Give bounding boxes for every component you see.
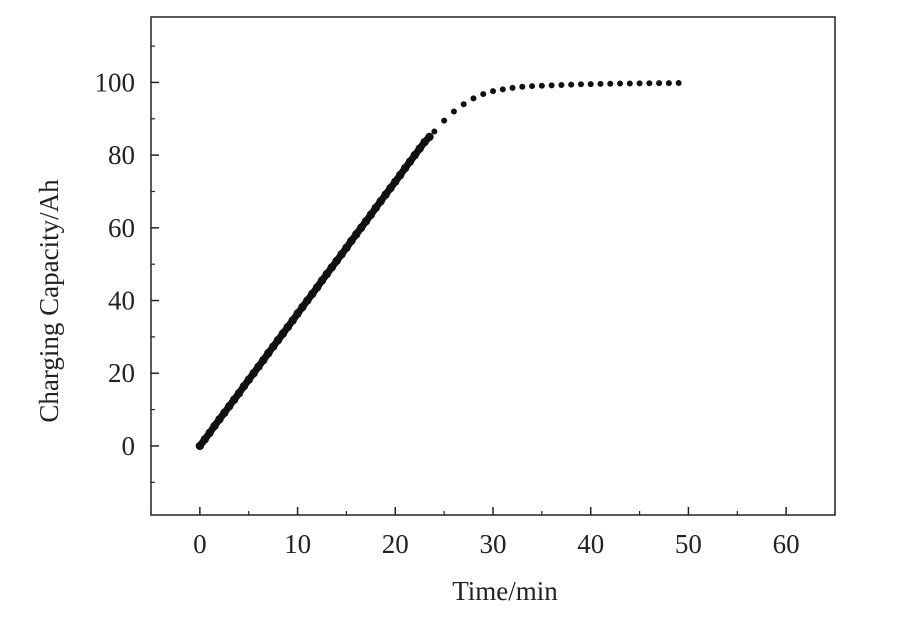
data-point	[480, 91, 487, 98]
y-tick-label: 100	[95, 67, 136, 97]
data-point	[490, 88, 496, 95]
y-tick-label: 0	[122, 431, 136, 461]
data-point	[431, 128, 438, 135]
x-tick-label: 40	[577, 529, 604, 559]
x-tick-label: 50	[675, 529, 702, 559]
data-point	[675, 79, 682, 86]
data-point	[626, 80, 633, 87]
y-tick-label: 60	[108, 213, 135, 243]
data-point	[656, 80, 663, 87]
data-point	[470, 95, 477, 102]
y-axis-label: Charging Capacity/Ah	[34, 179, 64, 423]
data-point	[665, 80, 672, 87]
data-point	[587, 81, 594, 88]
x-tick-label: 30	[480, 529, 507, 559]
data-point	[425, 132, 434, 142]
data-point	[636, 80, 643, 87]
data-point	[509, 84, 516, 91]
y-tick-label: 40	[108, 286, 135, 316]
data-point	[548, 82, 555, 89]
x-tick-label: 0	[193, 529, 207, 559]
axis-ticks	[150, 45, 836, 515]
data-point	[519, 83, 526, 90]
x-tick-label: 60	[773, 529, 800, 559]
data-point	[450, 108, 457, 115]
data-point	[499, 86, 506, 93]
x-tick-label: 10	[284, 529, 311, 559]
data-point	[607, 80, 614, 87]
y-tick-label: 20	[108, 358, 135, 388]
data-point	[538, 82, 545, 89]
x-axis-label: Time/min	[452, 576, 558, 606]
data-point	[460, 101, 467, 108]
tick-labels: 0 10 20 30 40 50 60 0 20 40 60 80 100	[95, 67, 800, 559]
data-point	[646, 80, 653, 87]
data-point	[617, 80, 624, 87]
data-point	[441, 117, 448, 124]
data-point	[568, 81, 575, 88]
data-point	[529, 83, 536, 90]
data-points	[195, 79, 682, 451]
data-point	[597, 80, 604, 87]
data-point	[558, 81, 565, 88]
y-tick-label: 80	[108, 140, 135, 170]
x-tick-label: 20	[382, 529, 409, 559]
data-point	[577, 81, 584, 88]
